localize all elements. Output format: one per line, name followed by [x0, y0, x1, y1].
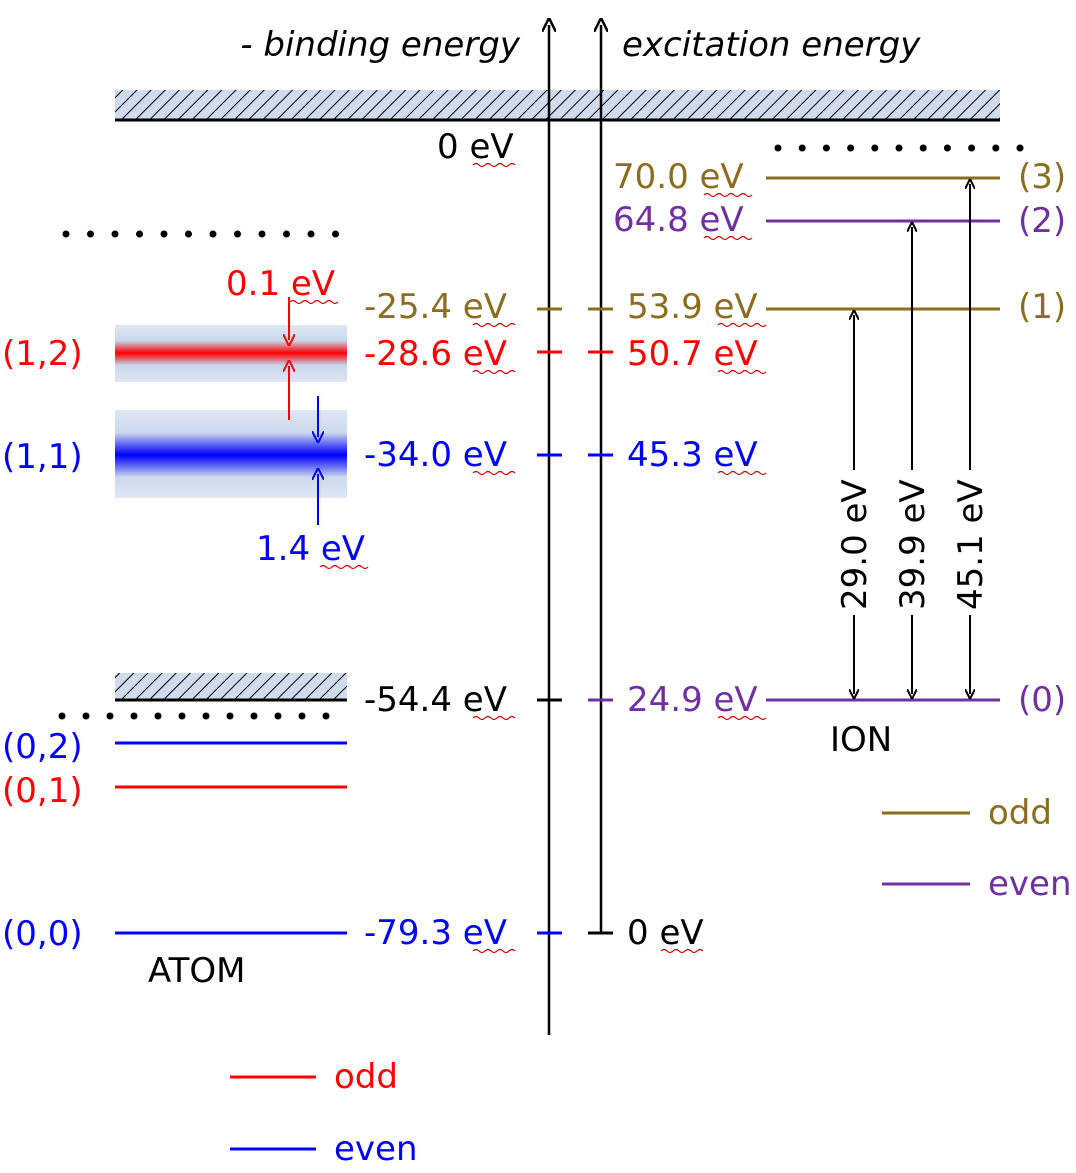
continuum-threshold-top	[115, 90, 1000, 120]
ion-label-2: (2)	[1018, 201, 1066, 241]
spellcheck-squiggle	[472, 470, 516, 476]
legend-ion-even-label: even	[988, 864, 1072, 904]
binding-value-28-6: -28.6 eV	[364, 334, 507, 374]
ion-label-1: (1)	[1018, 287, 1066, 327]
width-label-1-1: 1.4 eV	[256, 529, 365, 569]
spellcheck-squiggle	[717, 322, 767, 328]
zero-excitation-label: 0 eV	[627, 913, 704, 953]
transition-label-bg-29-0	[835, 470, 871, 615]
excitation-value-24-9: 24.9 eV	[627, 680, 758, 720]
atom-threshold-hatch	[115, 673, 347, 699]
binding-value-54-4: -54.4 eV	[364, 680, 507, 720]
width-label-1-2: 0.1 eV	[226, 264, 335, 304]
spellcheck-squiggle	[319, 564, 369, 570]
ion-label-3: (3)	[1018, 157, 1066, 197]
legend-atom-odd-label: odd	[334, 1057, 398, 1097]
excitation-value-64-8: 64.8 eV	[613, 200, 744, 240]
spellcheck-squiggle	[703, 192, 753, 198]
transition-label-29-0: 29.0 eV	[835, 479, 875, 610]
state-band-1-2	[115, 341, 347, 365]
transition-label-bg-39-9	[893, 470, 929, 615]
binding-value-34-0: -34.0 eV	[364, 435, 507, 475]
spellcheck-squiggle	[717, 470, 767, 476]
state-label-1-2: (1,2)	[2, 334, 83, 374]
spellcheck-squiggle	[472, 162, 516, 168]
spellcheck-squiggle	[472, 715, 516, 721]
state-label-0-1: (0,1)	[2, 771, 83, 811]
binding-value-25-4: -25.4 eV	[364, 287, 507, 327]
spellcheck-squiggle	[717, 369, 767, 375]
legend-ion-odd-label: odd	[988, 793, 1052, 833]
excitation-value-70-0: 70.0 eV	[613, 157, 744, 197]
spellcheck-squiggle	[472, 948, 516, 954]
zero-binding-label: 0 eV	[437, 127, 514, 167]
spellcheck-squiggle	[472, 322, 516, 328]
spellcheck-squiggle	[703, 235, 753, 241]
ion-label-0: (0)	[1018, 680, 1066, 720]
legend-atom-even-label: even	[334, 1129, 418, 1169]
excitation-value-50-7: 50.7 eV	[627, 334, 758, 374]
spellcheck-squiggle	[472, 369, 516, 375]
state-band-1-1	[115, 433, 347, 477]
state-label-1-1: (1,1)	[2, 437, 83, 477]
spellcheck-squiggle	[289, 299, 339, 305]
spellcheck-squiggle	[660, 948, 704, 954]
ion-label: ION	[830, 720, 892, 760]
state-label-0-0: (0,0)	[2, 914, 83, 954]
excitation-energy-axis-label: excitation energy	[622, 25, 921, 65]
state-label-0-2: (0,2)	[2, 727, 83, 767]
transition-label-bg-45-1	[951, 470, 987, 615]
atom-label: ATOM	[148, 951, 245, 991]
transition-label-39-9: 39.9 eV	[893, 479, 933, 610]
excitation-value-45-3: 45.3 eV	[627, 435, 758, 475]
transition-label-45-1: 45.1 eV	[951, 479, 991, 610]
binding-energy-axis-label: - binding energy	[240, 25, 521, 65]
binding-value-79-3: -79.3 eV	[364, 913, 507, 953]
excitation-value-53-9: 53.9 eV	[627, 287, 758, 327]
spellcheck-squiggle	[717, 715, 767, 721]
